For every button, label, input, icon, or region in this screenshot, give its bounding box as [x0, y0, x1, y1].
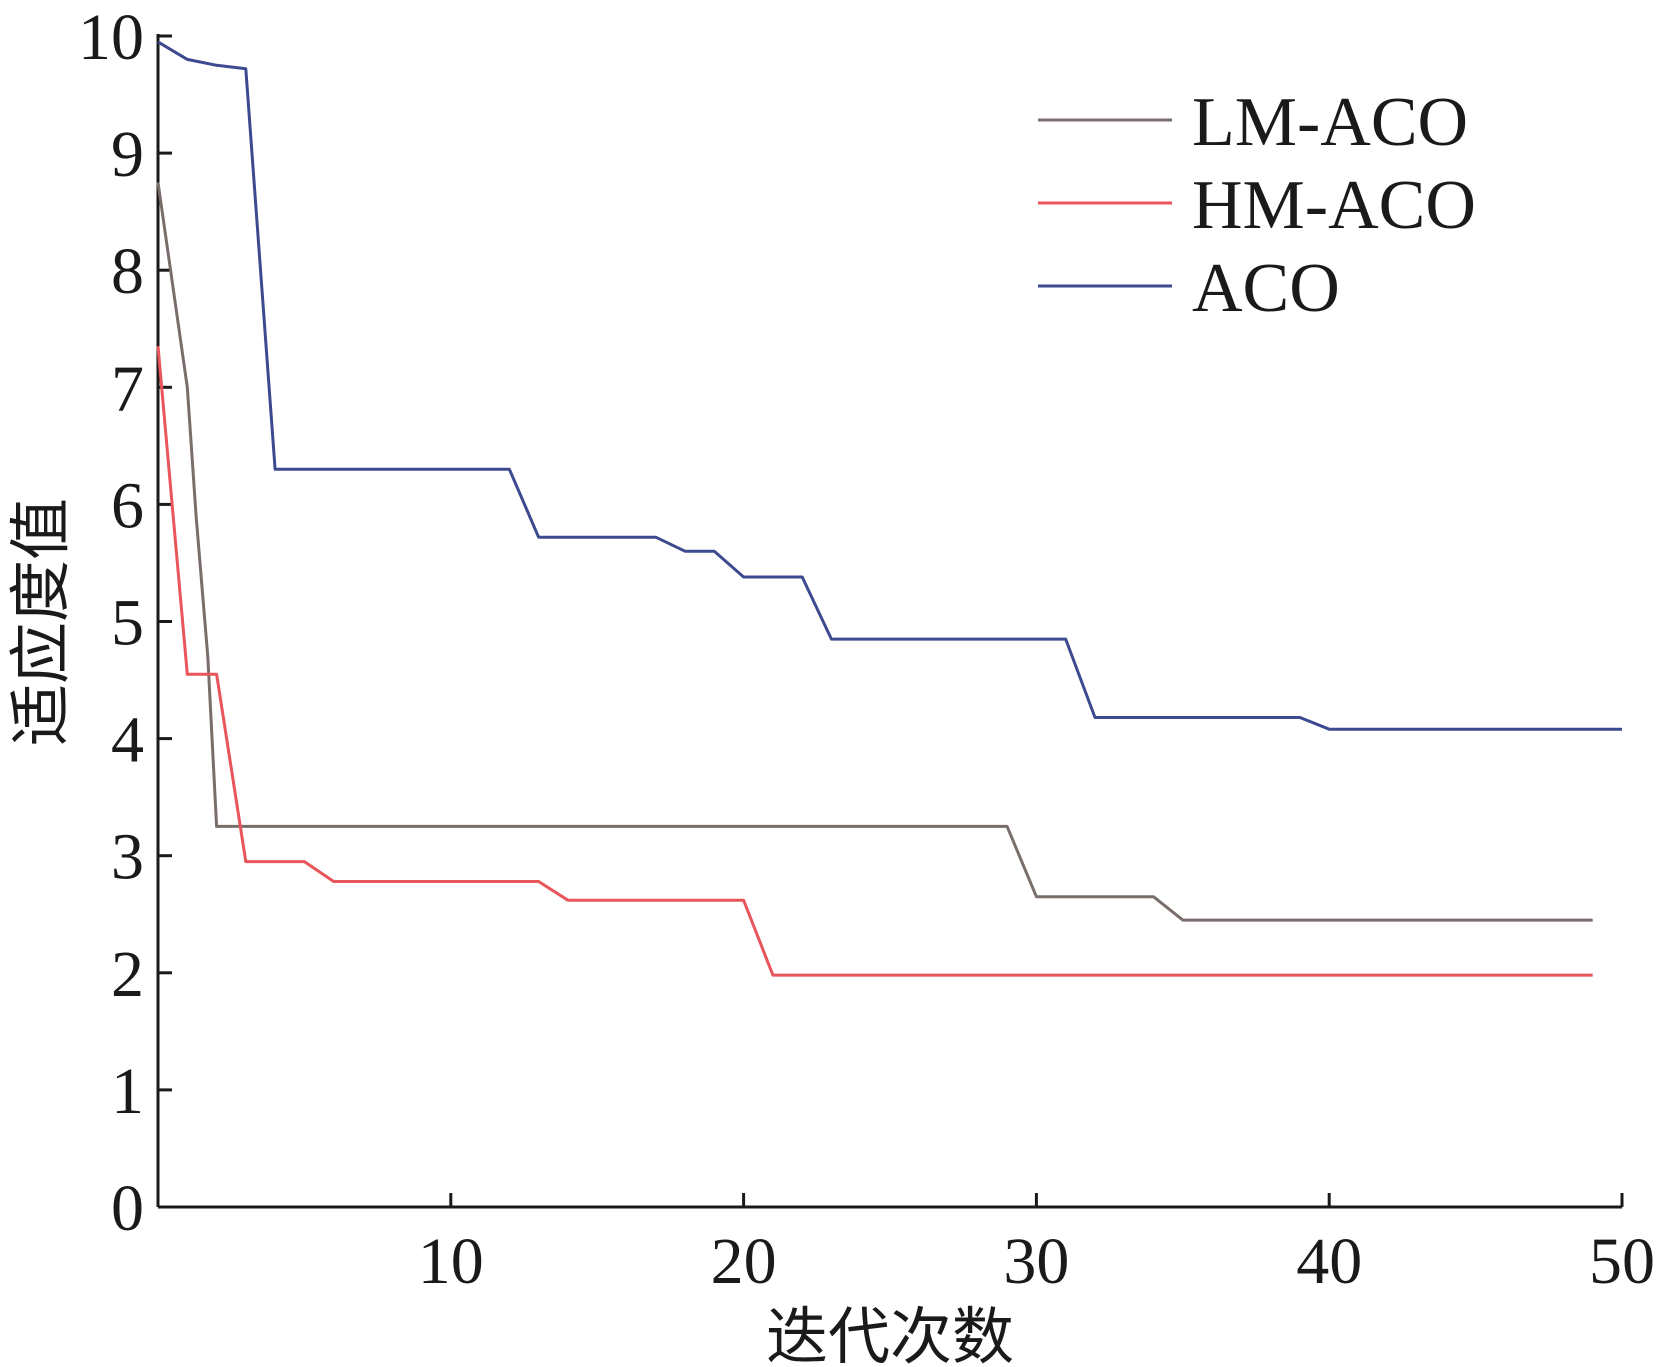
y-tick-label: 10 [78, 1, 144, 74]
y-tick-label: 0 [111, 1172, 144, 1245]
y-ticks: 0 1 2 3 4 5 6 7 8 9 10 [78, 1, 172, 1245]
x-tick-label: 10 [418, 1225, 484, 1298]
legend-label-lm-aco: LM-ACO [1192, 84, 1468, 161]
series-line-lm-aco [156, 182, 1593, 922]
x-tick-label: 40 [1296, 1225, 1362, 1298]
y-tick-label: 7 [111, 352, 144, 425]
series-line-hm-aco [156, 346, 1593, 977]
series-line-aco [157, 40, 1622, 731]
axes: 10 20 30 40 50 0 1 2 3 4 5 6 7 8 9 10 [78, 1, 1655, 1298]
series-group [156, 40, 1622, 977]
y-tick-label: 5 [111, 587, 144, 660]
x-tick-label: 30 [1003, 1225, 1069, 1298]
x-ticks: 10 20 30 40 50 [418, 1193, 1655, 1298]
y-tick-label: 2 [111, 938, 144, 1011]
y-axis-title: 适应度值 [4, 498, 77, 746]
legend-label-hm-aco: HM-ACO [1192, 167, 1476, 244]
x-tick-label: 50 [1589, 1225, 1655, 1298]
y-tick-label: 9 [111, 118, 144, 191]
legend-label-aco: ACO [1192, 250, 1340, 327]
y-tick-label: 3 [111, 821, 144, 894]
x-axis-title: 迭代次数 [766, 1300, 1014, 1367]
y-tick-label: 1 [111, 1055, 144, 1128]
y-tick-label: 6 [111, 469, 144, 542]
y-tick-label: 8 [111, 235, 144, 308]
y-tick-label: 4 [111, 704, 144, 777]
x-tick-label: 20 [711, 1225, 777, 1298]
